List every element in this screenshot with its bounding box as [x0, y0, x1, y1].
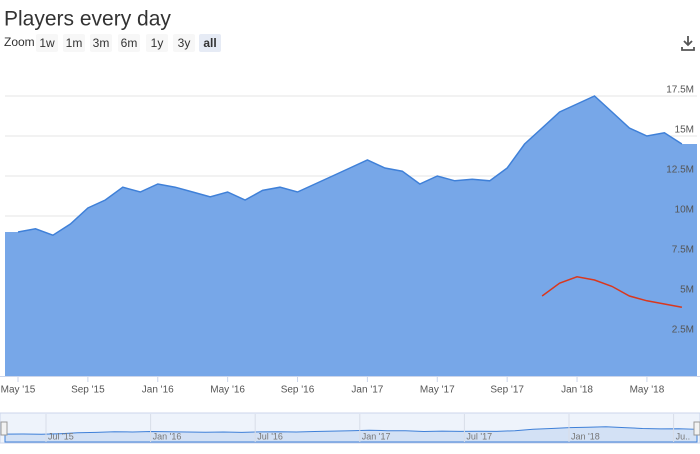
line — [17, 95, 683, 237]
navigator-label: Jan '16 — [153, 431, 182, 441]
y-tick-label: 12.5M — [666, 165, 694, 176]
chart-title: Players every day — [4, 8, 171, 31]
zoom-button[interactable]: 1m — [63, 34, 85, 52]
zoom-button[interactable]: 1y — [146, 34, 168, 52]
y-tick-label: 5M — [680, 285, 694, 296]
zoom-button[interactable]: 3y — [173, 34, 195, 52]
y-tick-label: 15M — [675, 125, 694, 136]
x-tick-label: May '18 — [630, 385, 665, 396]
x-tick-label: Sep '17 — [490, 385, 524, 396]
x-tick-label: Jan '18 — [561, 385, 593, 396]
line — [541, 276, 683, 308]
navigator-handle[interactable] — [0, 421, 8, 436]
navigator-label: Jan '17 — [362, 431, 391, 441]
area — [5, 96, 697, 376]
zoom-button[interactable]: 1w — [36, 34, 58, 52]
x-tick-label: Sep '15 — [71, 385, 105, 396]
zoom-button-label: 1w — [39, 36, 55, 50]
y-tick-label: 7.5M — [672, 245, 694, 256]
y-tick-label: 17.5M — [666, 85, 694, 96]
x-tick-label: May '16 — [210, 385, 245, 396]
zoom-button-bg — [90, 34, 112, 52]
navigator-label: Jul '15 — [48, 431, 74, 441]
x-tick-label: Jan '16 — [142, 385, 174, 396]
download-icon[interactable] — [681, 36, 695, 51]
zoom-button-bg — [36, 34, 58, 52]
x-tick-label: May '17 — [420, 385, 455, 396]
zoom-button-label: 3m — [93, 36, 110, 50]
zoom-button-bg — [199, 34, 221, 52]
navigator-label: Jul '16 — [257, 431, 283, 441]
x-tick-label: May '15 — [1, 385, 36, 396]
navigator-label: Jan '18 — [571, 431, 600, 441]
x-tick-label: Sep '16 — [281, 385, 315, 396]
zoom-button-bg — [146, 34, 168, 52]
zoom-button-bg — [118, 34, 140, 52]
zoom-button-bg — [173, 34, 195, 52]
navigator-handle[interactable] — [693, 421, 700, 436]
zoom-button-label: 6m — [121, 36, 138, 50]
zoom-button[interactable]: all — [199, 34, 221, 52]
x-tick-label: Jan '17 — [351, 385, 383, 396]
y-tick-label: 10M — [675, 205, 694, 216]
zoom-button-label: 1m — [66, 36, 83, 50]
zoom-label: Zoom — [4, 35, 35, 49]
zoom-button-bg — [63, 34, 85, 52]
navigator-label: Jul '17 — [466, 431, 492, 441]
navigator-label: Ju.. — [676, 431, 691, 441]
zoom-button-label: all — [203, 36, 216, 50]
y-tick-label: 2.5M — [672, 325, 694, 336]
zoom-button[interactable]: 3m — [90, 34, 112, 52]
zoom-button[interactable]: 6m — [118, 34, 140, 52]
zoom-button-label: 1y — [151, 36, 164, 50]
zoom-button-label: 3y — [178, 36, 191, 50]
